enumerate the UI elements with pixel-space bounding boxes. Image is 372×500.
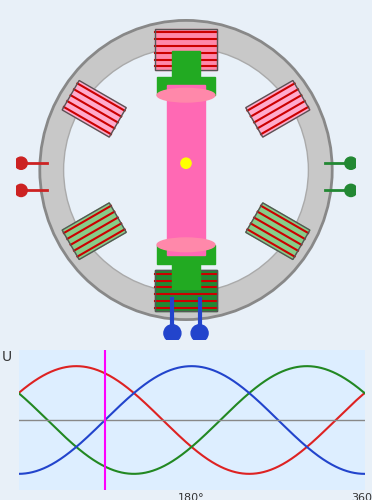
Bar <box>62 203 126 260</box>
Circle shape <box>181 158 191 168</box>
Bar <box>167 85 205 255</box>
Bar <box>246 203 310 260</box>
Ellipse shape <box>157 88 215 102</box>
Bar <box>246 80 310 137</box>
Bar <box>62 80 126 137</box>
Bar <box>155 270 217 311</box>
Bar <box>246 203 310 260</box>
Bar <box>157 245 215 264</box>
Bar <box>62 203 126 260</box>
Circle shape <box>15 157 27 170</box>
Ellipse shape <box>64 48 308 292</box>
Bar <box>246 80 310 137</box>
Bar <box>157 76 215 95</box>
Bar <box>155 29 217 70</box>
Ellipse shape <box>40 20 332 320</box>
Circle shape <box>164 324 181 342</box>
Ellipse shape <box>157 238 215 252</box>
Circle shape <box>191 324 208 342</box>
Bar <box>155 270 217 311</box>
Bar <box>172 51 200 289</box>
Circle shape <box>345 157 357 170</box>
Circle shape <box>15 184 27 196</box>
Bar <box>155 29 217 70</box>
Circle shape <box>345 184 357 196</box>
Bar <box>62 80 126 137</box>
Text: U: U <box>1 350 12 364</box>
